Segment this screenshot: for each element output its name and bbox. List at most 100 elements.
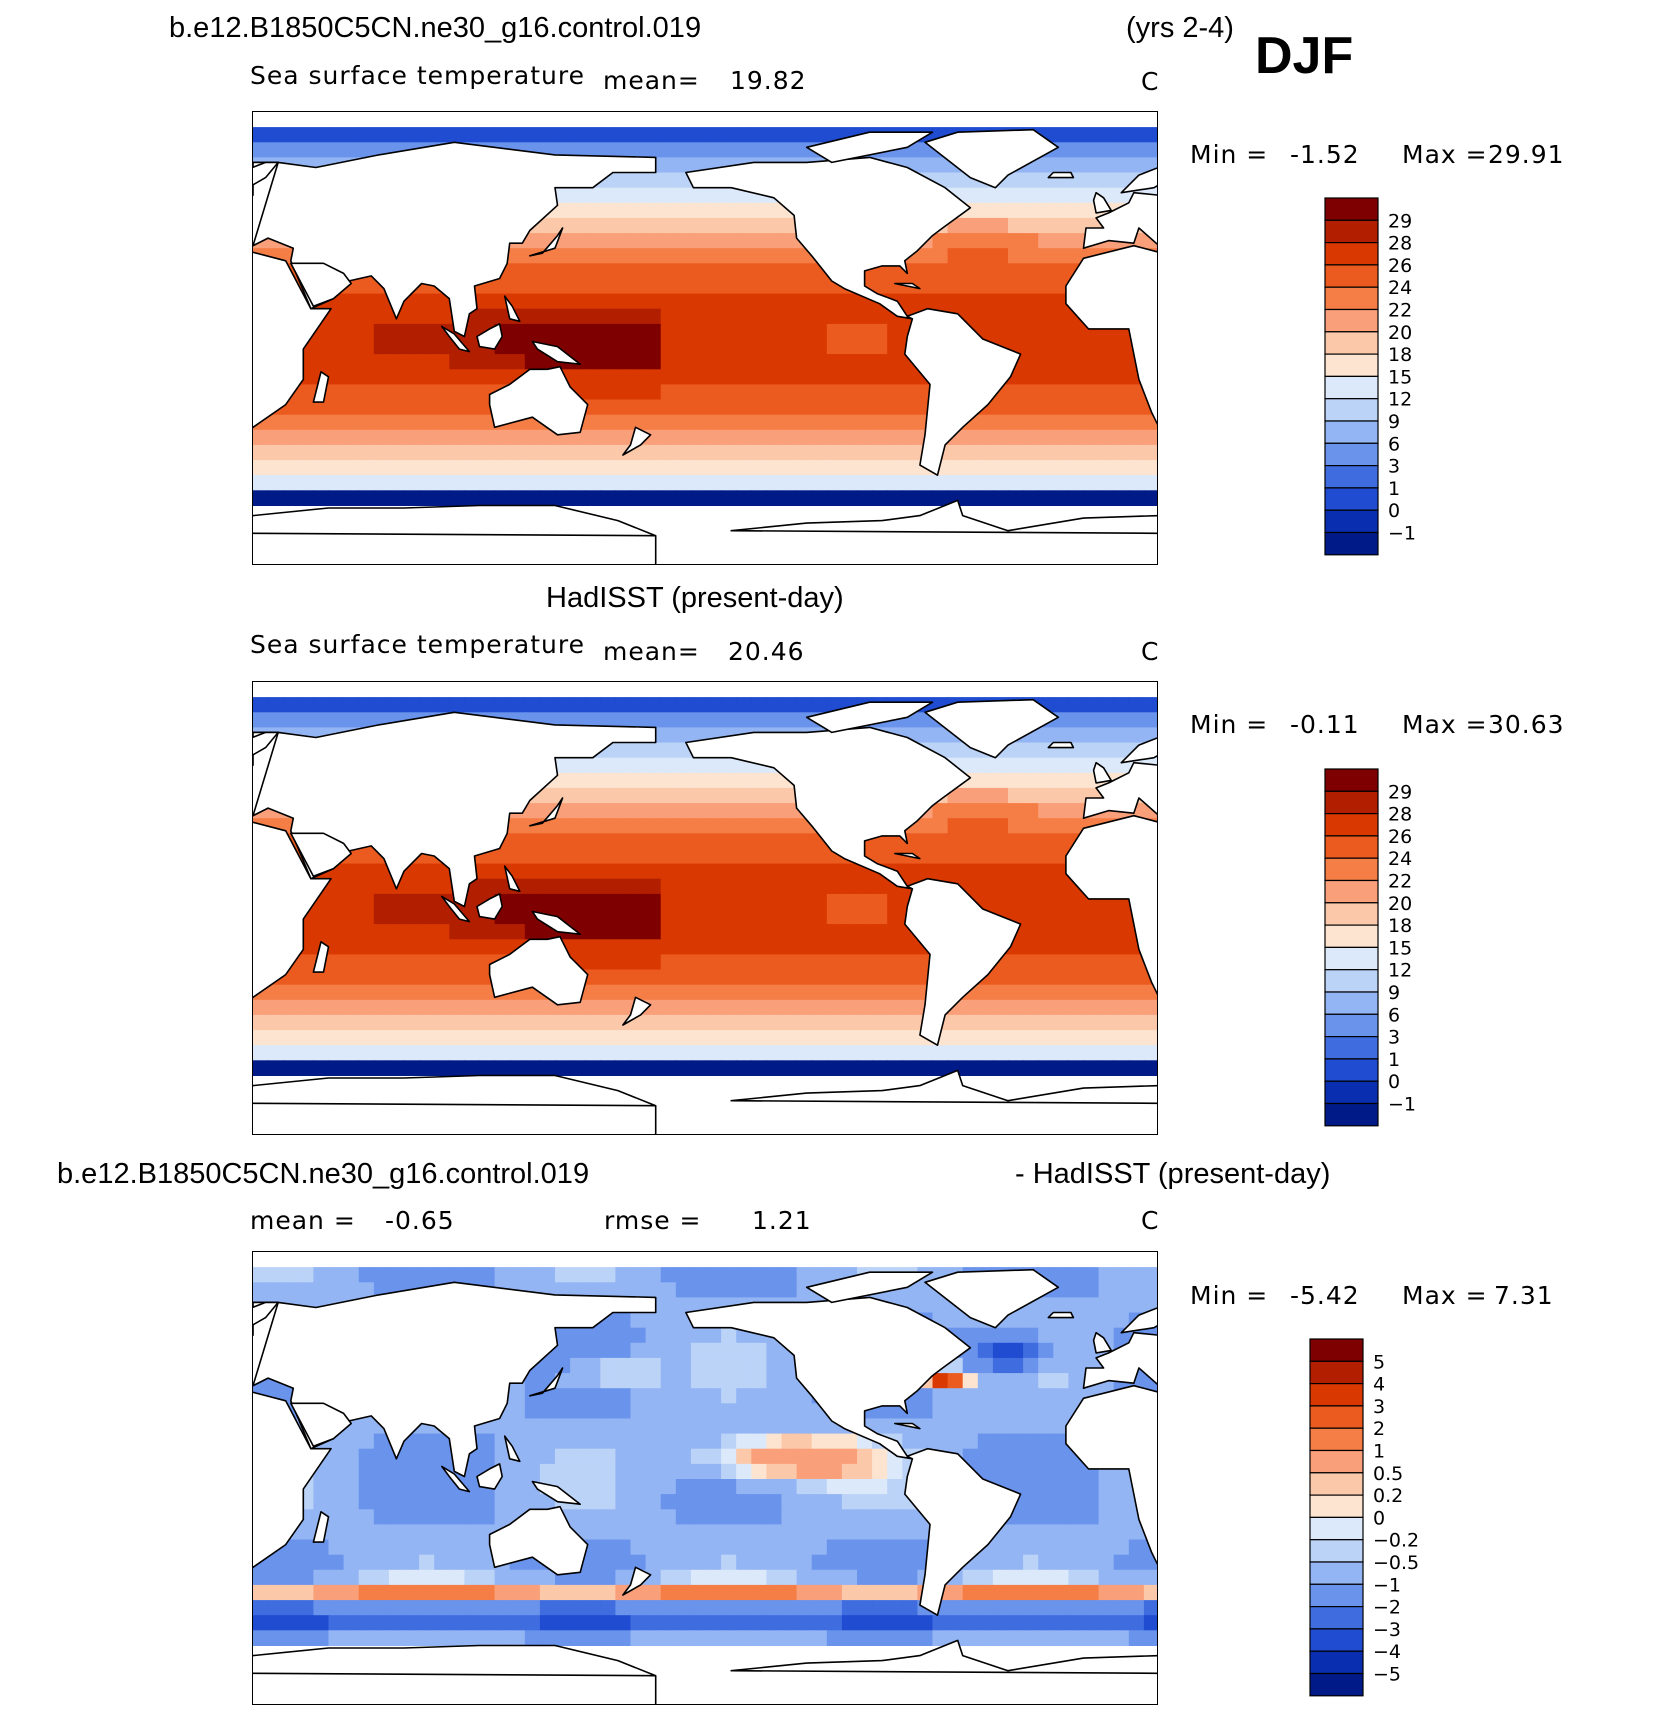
field-cell [992,787,1009,804]
field-cell [1053,339,1069,355]
field-cell [343,878,360,895]
field-cell [479,1554,496,1571]
field-cell [660,984,677,1001]
field-cell [796,293,813,310]
field-cell [1098,429,1115,446]
field-cell [539,1463,556,1480]
field-cell [449,429,465,446]
field-cell [872,369,888,385]
colorbar-tick-label: 22 [1388,300,1412,322]
field-cell [600,757,616,774]
field-cell [736,803,752,819]
landmass-arabia [290,832,352,877]
field-cell [675,1267,692,1283]
field-cell [1038,157,1054,174]
field-cell [872,954,888,971]
field-cell [781,1433,798,1450]
field-cell [721,893,737,910]
field-cell [1053,1600,1069,1616]
field-cell [887,1569,903,1586]
field-cell [404,414,420,431]
field-cell [736,1584,752,1601]
field-cell [1023,1342,1039,1359]
field-cell [1098,969,1115,986]
field-cell [857,1509,873,1525]
field-cell [690,263,707,279]
field-cell [524,1388,541,1404]
field-cell [887,414,903,431]
field-cell [419,999,435,1016]
field-cell [585,954,601,971]
field-cell [419,1494,435,1510]
field-cell [932,1418,949,1435]
field-cell [902,863,918,880]
field-cell [570,697,586,713]
field-cell [857,354,873,370]
field-cell [358,1554,375,1571]
field-cell [630,757,647,774]
field-cell [1083,924,1100,940]
field-cell [857,1479,873,1495]
field-cell [313,1267,330,1283]
field-cell [1083,909,1100,925]
field-cell [690,308,707,325]
field-cell [1053,1373,1069,1389]
field-cell [887,1030,903,1046]
field-cell [524,878,541,895]
field-cell [826,863,843,880]
field-cell [570,233,586,249]
field-cell [1113,429,1130,446]
field-cell [766,999,783,1016]
field-cell [781,444,798,461]
landmass-cuba [894,282,921,290]
field-cell [1008,217,1024,234]
field-cell [600,954,616,971]
field-cell [615,399,632,416]
field-cell [690,969,707,986]
field-cell [555,1433,571,1450]
field-cell [388,490,405,506]
field-cell [1068,157,1085,174]
colorbar-tick-label: 20 [1388,322,1412,344]
landmass-cuba [894,852,921,860]
panel3-max-value: 7.31 [1494,1281,1554,1310]
field-cell [1008,1584,1024,1601]
field-cell [343,369,360,385]
landmass-greenland [924,1268,1060,1329]
field-cell [600,323,616,340]
field-cell [615,354,632,370]
landmass-antarctica [253,499,1157,564]
field-cell [992,1539,1009,1556]
field-cell [1008,1060,1024,1076]
field-cell [630,954,647,971]
field-cell [721,339,737,355]
field-cell [555,127,571,143]
field-cell [992,1630,1009,1646]
field-cell [690,1403,707,1419]
field-cell [1038,1509,1054,1525]
field-cell [630,475,647,491]
field-cell [841,1539,858,1556]
field-cell [751,1584,767,1601]
field-cell [524,1494,541,1510]
field-cell [645,878,662,895]
colorbar-tick-label: 0 [1373,1507,1385,1529]
field-cell [736,1433,752,1450]
field-cell [253,1014,269,1031]
field-cell [947,803,964,819]
field-cell [358,1418,375,1435]
field-cell [1098,954,1115,971]
field-cell [524,1045,541,1061]
field-cell [600,1045,616,1061]
field-cell [660,1030,677,1046]
field-cell [751,1403,767,1419]
field-cell [1113,1479,1130,1495]
field-cell [1113,1554,1130,1571]
field-cell [615,233,632,249]
field-cell [1068,727,1085,744]
field-cell [1038,939,1054,955]
field-cell [660,1342,677,1359]
field-cell [358,924,375,940]
field-cell [766,293,783,310]
field-cell [585,1509,601,1525]
